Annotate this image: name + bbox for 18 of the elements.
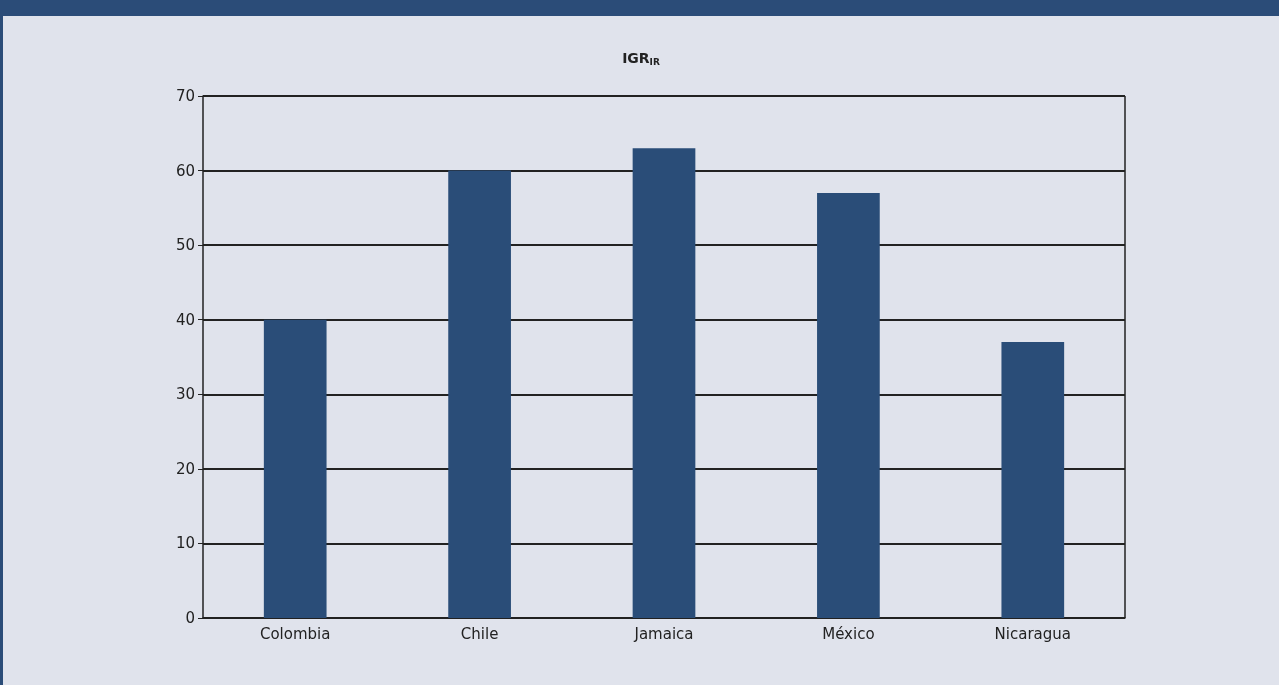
- bar: [1001, 342, 1065, 618]
- y-tick-label: 20: [175, 459, 195, 478]
- bar: [632, 148, 696, 618]
- y-tick-label: 50: [175, 236, 195, 255]
- y-tick-label: 70: [175, 87, 195, 105]
- x-tick-label: Colombia: [259, 624, 331, 643]
- y-tick-label: 10: [175, 534, 195, 553]
- x-tick-label: Nicaragua: [994, 624, 1071, 643]
- bar: [817, 192, 880, 618]
- x-tick-label: Chile: [460, 624, 499, 643]
- x-tick-label: México: [822, 624, 875, 643]
- bar: [448, 170, 511, 618]
- y-tick-label: 60: [175, 161, 195, 180]
- x-tick-label: Jamaica: [633, 624, 694, 643]
- y-tick-label: 30: [175, 385, 195, 404]
- y-tick-label: 40: [175, 310, 195, 329]
- y-tick-label: 0: [185, 609, 195, 627]
- bar: [263, 319, 327, 618]
